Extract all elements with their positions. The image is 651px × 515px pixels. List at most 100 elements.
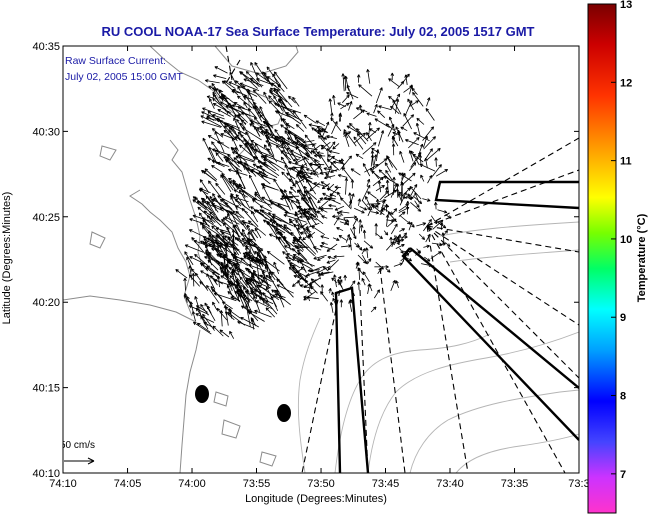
current-vector	[317, 197, 324, 204]
colorbar	[587, 3, 617, 514]
current-vector	[206, 200, 221, 222]
colorbar-tick-label: 12	[620, 77, 632, 89]
current-vector	[316, 210, 324, 217]
current-vector	[265, 140, 283, 149]
current-vector	[355, 262, 360, 269]
current-vector	[203, 238, 216, 246]
current-vector	[196, 200, 207, 209]
current-vector	[250, 210, 259, 223]
current-vector	[233, 117, 242, 136]
current-vector	[327, 197, 341, 205]
current-vector	[231, 151, 255, 162]
current-vector	[243, 221, 255, 241]
current-vector	[279, 136, 298, 147]
current-vector	[306, 228, 314, 239]
current-vector	[252, 163, 266, 171]
current-vector	[243, 242, 264, 250]
current-vector	[283, 224, 292, 232]
current-vector	[264, 265, 272, 279]
current-vector	[226, 110, 236, 119]
current-vector	[421, 263, 433, 267]
current-vector	[332, 143, 340, 150]
current-vector	[230, 283, 239, 300]
current-vector	[400, 126, 408, 132]
current-vector	[400, 73, 410, 86]
current-vector	[285, 123, 295, 130]
current-vector	[422, 126, 435, 141]
current-vector	[255, 209, 267, 220]
current-vector	[224, 243, 229, 265]
current-vector	[211, 160, 225, 168]
current-vector	[201, 169, 217, 182]
current-vector	[313, 254, 327, 260]
current-vector	[326, 158, 340, 171]
bathy-contour-2	[367, 331, 579, 473]
current-vector	[230, 193, 242, 207]
current-vector	[262, 270, 270, 289]
x-tick-label: 74:00	[178, 478, 206, 490]
current-vector	[316, 126, 329, 133]
current-vector	[366, 127, 380, 140]
current-vector	[305, 222, 320, 229]
current-vector	[320, 271, 330, 275]
current-vector	[322, 192, 333, 199]
current-vector	[195, 313, 215, 323]
current-vector	[327, 259, 339, 271]
current-vector	[284, 189, 294, 210]
current-vector	[250, 317, 257, 327]
current-vector	[423, 244, 430, 249]
current-vector	[223, 122, 233, 129]
current-vector	[334, 205, 345, 211]
current-vector	[225, 263, 229, 282]
current-vector	[366, 112, 377, 117]
current-vector	[212, 91, 220, 103]
current-vector	[307, 207, 315, 211]
current-vector	[265, 307, 275, 318]
current-vector	[310, 278, 321, 288]
buoy-marker-2	[277, 404, 291, 422]
current-vector	[384, 162, 392, 173]
current-vector	[243, 95, 255, 101]
current-vector	[286, 172, 296, 180]
current-vector	[303, 295, 319, 300]
current-vector	[252, 156, 269, 167]
current-vector	[260, 155, 280, 171]
current-vector	[412, 91, 424, 107]
current-vector	[386, 155, 398, 171]
bathy-contour-5	[297, 317, 321, 473]
current-vector	[189, 256, 206, 265]
scale-arrow	[64, 457, 95, 465]
colorbar-tick-label: 11	[620, 156, 632, 168]
current-vector	[256, 78, 277, 87]
current-vector	[294, 213, 301, 217]
current-vector	[219, 198, 235, 213]
current-vector	[233, 189, 248, 198]
current-vector	[287, 259, 301, 269]
current-vector	[226, 210, 244, 226]
current-vector	[273, 261, 280, 275]
current-vector	[200, 115, 222, 128]
current-vector	[361, 200, 371, 211]
current-vector	[219, 244, 239, 258]
current-vector	[218, 90, 236, 105]
current-vector	[384, 186, 389, 194]
current-vector	[296, 189, 313, 211]
current-vector	[258, 297, 270, 307]
current-vector	[224, 202, 233, 210]
current-vector	[268, 142, 275, 157]
current-vector	[200, 315, 209, 330]
current-vector	[316, 256, 325, 261]
x-tick-label: 73:45	[372, 478, 400, 490]
current-vector	[231, 234, 236, 254]
current-vector	[388, 116, 395, 131]
current-vector	[245, 71, 263, 88]
current-vector	[276, 284, 294, 294]
current-vector	[327, 255, 335, 260]
annotation-line-1: Raw Surface Current:	[65, 55, 166, 67]
current-vector	[186, 256, 193, 271]
current-vector	[332, 94, 336, 106]
current-vector	[228, 267, 241, 273]
current-vector	[265, 274, 275, 283]
current-vector	[403, 255, 413, 262]
current-vector	[354, 207, 365, 214]
